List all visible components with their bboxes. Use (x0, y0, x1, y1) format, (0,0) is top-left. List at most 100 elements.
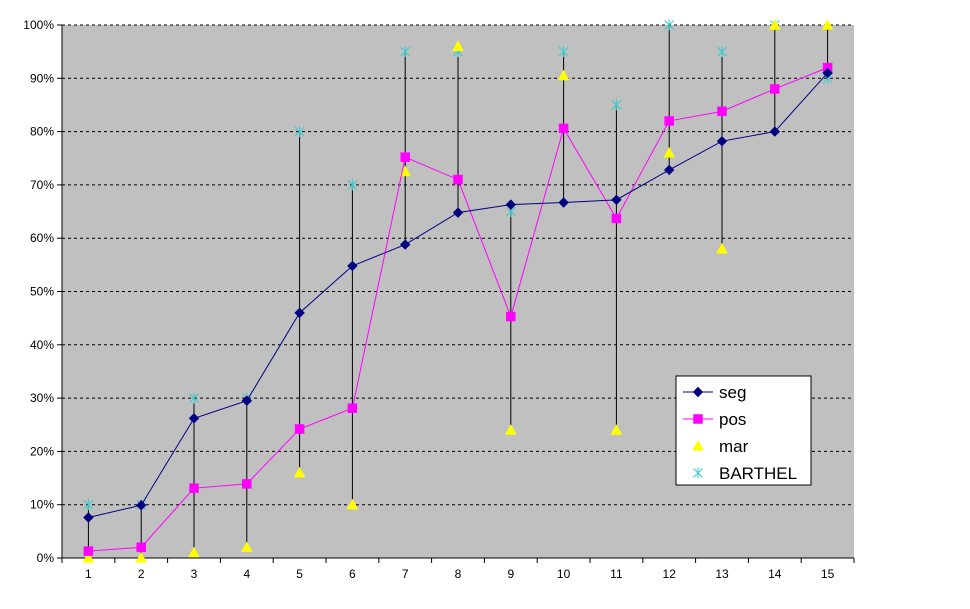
pos-point (611, 213, 622, 224)
y-tick-label: 80% (30, 125, 54, 139)
y-tick-label: 10% (30, 498, 54, 512)
series-layer (82, 18, 834, 563)
seg-point (241, 395, 253, 406)
y-tick-label: 100% (23, 18, 54, 32)
pos-point (83, 546, 94, 556)
seg-point (769, 126, 781, 137)
pos-point (136, 542, 146, 553)
legend: seg pos mar BARTHEL (675, 375, 812, 486)
mar-point (504, 424, 517, 435)
x-tick-label: 3 (191, 567, 198, 581)
mar-point (663, 146, 676, 158)
seg-point (505, 199, 517, 210)
seg-point (452, 207, 464, 218)
legend-label: BARTHEL (719, 464, 797, 483)
x-tick-label: 2 (138, 567, 145, 581)
pos-point (717, 106, 727, 117)
pos-point (294, 424, 305, 434)
legend-marker (693, 467, 703, 479)
y-tick-label: 40% (30, 338, 54, 352)
x-tick-label: 12 (663, 567, 677, 581)
y-tick-label: 30% (30, 391, 54, 405)
seg-point (83, 512, 94, 523)
legend-item-mar: mar (692, 437, 749, 456)
barthel-point (294, 126, 305, 138)
pos-point (506, 311, 516, 322)
y-tick-label: 0% (37, 551, 55, 565)
mar-point (82, 551, 95, 563)
x-axis: 1 2 3 4 5 6 7 8 9 10 11 12 13 14 15 (61, 557, 855, 581)
x-tick-label: 7 (402, 567, 409, 581)
legend-item-pos: pos (683, 410, 746, 429)
x-tick-label: 8 (455, 567, 462, 581)
y-tick-label: 50% (30, 285, 54, 299)
seg-point (663, 164, 675, 176)
x-tick-label: 13 (715, 567, 729, 581)
seg-point (822, 67, 833, 79)
legend-label: pos (719, 410, 746, 429)
y-tick-label: 20% (30, 444, 54, 458)
mar-point (240, 541, 253, 552)
mar-point (821, 18, 834, 30)
series-barthel (83, 19, 833, 511)
pos-point (770, 84, 780, 94)
pos-point (400, 152, 410, 162)
mar-point (452, 40, 464, 51)
mar-point (610, 424, 623, 435)
mar-point (293, 466, 306, 478)
legend-label: mar (719, 437, 749, 456)
legend-label: seg (719, 383, 746, 402)
x-tick-label: 11 (610, 567, 623, 581)
y-tick-label: 90% (30, 71, 54, 85)
mar-point (135, 551, 148, 563)
mar-point (557, 69, 570, 81)
barthel-point (558, 46, 569, 58)
seg-point (135, 500, 147, 511)
pos-point (242, 479, 252, 489)
pos-point (189, 483, 199, 493)
mar-point (768, 18, 781, 30)
legend-item-seg: seg (683, 383, 746, 402)
mar-point (346, 498, 359, 510)
x-tick-label: 1 (85, 567, 92, 581)
legend-marker (692, 439, 704, 451)
pos-point (347, 403, 358, 413)
barthel-point (400, 46, 411, 58)
y-tick-label: 70% (30, 178, 54, 192)
seg-point (716, 135, 728, 147)
y-axis: 0% 10% 20% 30% 40% 50% 60% 70% 80% 90% 100% (23, 18, 63, 565)
seg-point (399, 239, 411, 250)
seg-point (558, 197, 569, 208)
x-tick-label: 10 (557, 567, 571, 581)
seg-point (347, 260, 358, 272)
series-pos (83, 62, 833, 556)
barthel-point (717, 46, 727, 58)
legend-marker (692, 386, 704, 398)
seg-point (294, 307, 305, 319)
x-tick-label: 14 (768, 567, 782, 581)
barthel-point (611, 99, 622, 111)
pos-point (664, 116, 674, 126)
barthel-point (83, 499, 94, 511)
x-tick-label: 9 (507, 567, 514, 581)
pos-point (453, 174, 463, 185)
x-tick-label: 6 (349, 567, 356, 581)
barthel-point (189, 392, 199, 404)
x-tick-label: 4 (243, 567, 250, 581)
seg-point (188, 413, 200, 424)
barthel-point (664, 19, 675, 31)
series-mar (82, 18, 834, 563)
legend-marker (693, 414, 703, 424)
series-seg (83, 67, 833, 523)
mar-point (716, 242, 728, 254)
mar-point (188, 546, 200, 558)
y-tick-label: 60% (30, 231, 54, 245)
x-tick-label: 5 (296, 567, 303, 581)
seg-point (611, 194, 622, 206)
x-tick-label: 15 (821, 567, 835, 581)
legend-item-barthel: BARTHEL (693, 464, 797, 483)
barthel-point (347, 179, 358, 191)
pos-point (558, 123, 569, 134)
